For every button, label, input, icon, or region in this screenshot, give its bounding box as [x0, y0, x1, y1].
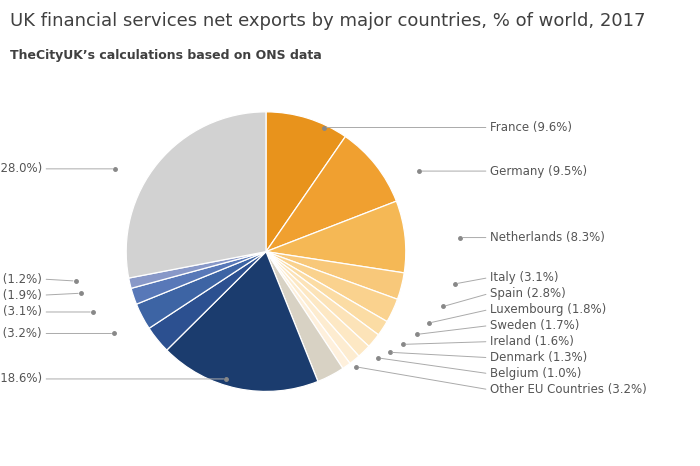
Text: Netherlands (8.3%): Netherlands (8.3%): [490, 231, 605, 244]
Text: US (18.6%): US (18.6%): [0, 372, 42, 385]
Wedge shape: [149, 252, 266, 350]
Text: Rest of world (28.0%): Rest of world (28.0%): [0, 162, 42, 175]
Text: Other EU Countries (3.2%): Other EU Countries (3.2%): [490, 383, 647, 396]
Text: Japan (3.2%): Japan (3.2%): [0, 327, 42, 340]
Wedge shape: [167, 252, 318, 391]
Wedge shape: [266, 252, 379, 346]
Wedge shape: [266, 137, 396, 252]
Text: Switzerland (3.1%): Switzerland (3.1%): [0, 306, 42, 318]
Text: Denmark (1.3%): Denmark (1.3%): [490, 351, 587, 364]
Text: TheCityUK’s calculations based on ONS data: TheCityUK’s calculations based on ONS da…: [10, 49, 322, 62]
Wedge shape: [266, 252, 404, 299]
Text: Spain (2.8%): Spain (2.8%): [490, 287, 566, 300]
Wedge shape: [266, 112, 345, 252]
Text: Ireland (1.6%): Ireland (1.6%): [490, 335, 574, 348]
Wedge shape: [126, 112, 266, 278]
Wedge shape: [266, 252, 359, 363]
Wedge shape: [266, 252, 350, 369]
Wedge shape: [266, 252, 343, 382]
Text: Sweden (1.7%): Sweden (1.7%): [490, 319, 580, 332]
Text: UK financial services net exports by major countries, % of world, 2017: UK financial services net exports by maj…: [10, 12, 646, 30]
Wedge shape: [129, 252, 266, 288]
Text: Luxembourg (1.8%): Luxembourg (1.8%): [490, 303, 606, 316]
Wedge shape: [131, 252, 266, 304]
Text: France (9.6%): France (9.6%): [490, 121, 572, 134]
Wedge shape: [136, 252, 266, 328]
Text: Belgium (1.0%): Belgium (1.0%): [490, 367, 582, 380]
Text: Russia (1.9%): Russia (1.9%): [0, 288, 42, 302]
Text: Germany (9.5%): Germany (9.5%): [490, 164, 587, 178]
Wedge shape: [266, 252, 369, 356]
Wedge shape: [266, 201, 406, 273]
Text: Italy (3.1%): Italy (3.1%): [490, 271, 559, 284]
Wedge shape: [266, 252, 398, 322]
Wedge shape: [266, 252, 387, 335]
Text: Canada (1.2%): Canada (1.2%): [0, 273, 42, 286]
